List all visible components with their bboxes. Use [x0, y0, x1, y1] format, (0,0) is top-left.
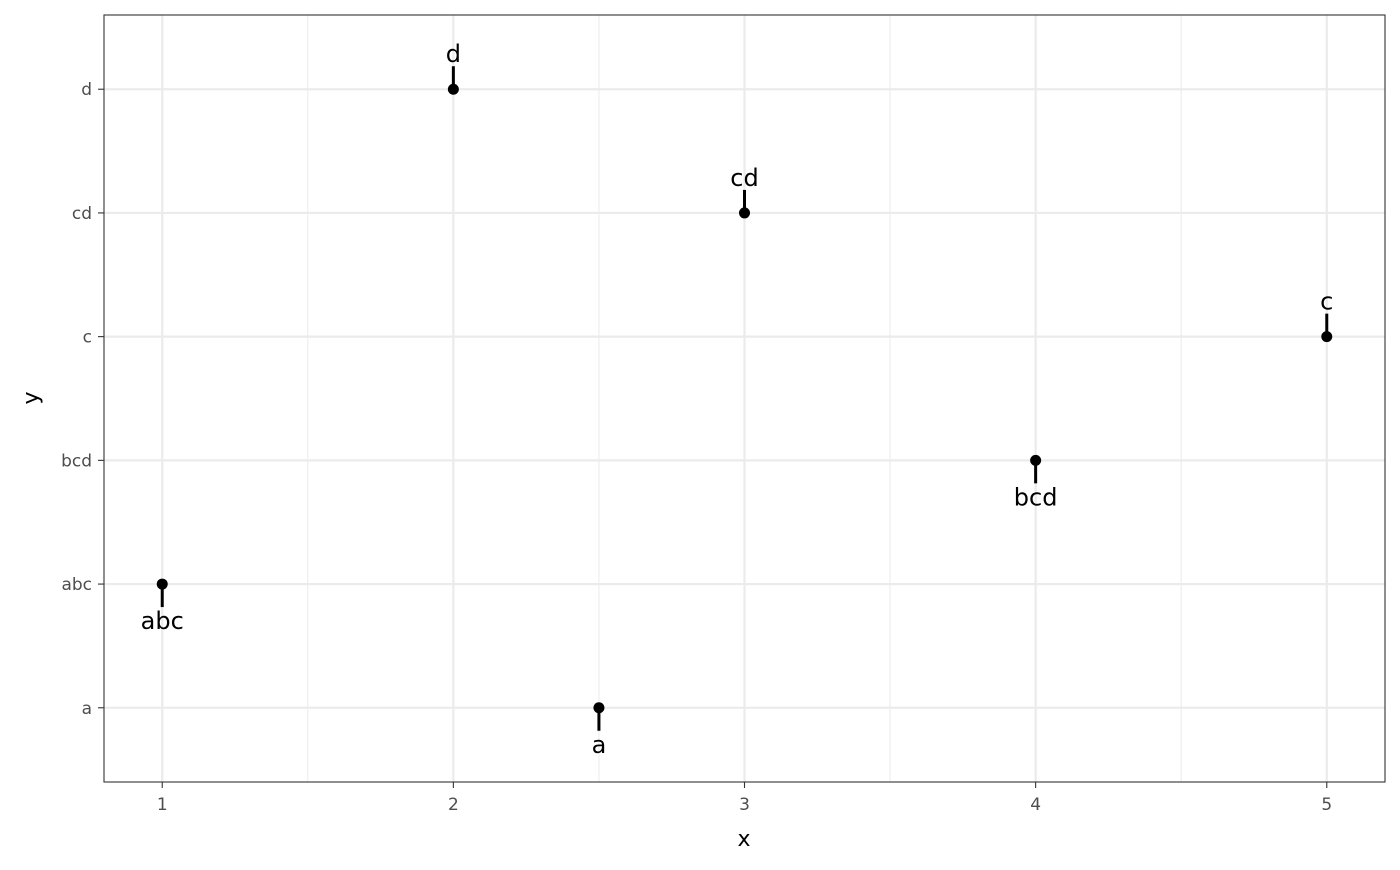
x-tick-label: 5: [1321, 795, 1332, 815]
data-label: cd: [730, 164, 758, 192]
data-label: c: [1320, 288, 1333, 316]
data-point: [593, 702, 605, 714]
x-tick-label: 1: [157, 795, 168, 815]
y-tick-label: bcd: [61, 451, 92, 471]
y-tick-label: cd: [72, 204, 92, 224]
x-axis-label: x: [737, 827, 750, 852]
data-label: d: [446, 40, 461, 68]
y-tick-label: abc: [61, 575, 92, 595]
y-tick-label: d: [81, 80, 92, 100]
data-label: a: [592, 731, 607, 759]
x-tick-label: 2: [448, 795, 459, 815]
y-tick-label: a: [82, 699, 92, 719]
data-point: [447, 83, 459, 95]
data-points: abc d a cd bcd c: [141, 40, 1334, 759]
data-point: [156, 578, 168, 590]
data-point: [739, 207, 750, 219]
x-tick-label: 3: [739, 795, 750, 815]
y-tick-label: c: [83, 328, 92, 348]
x-tick-label: 4: [1030, 795, 1041, 815]
y-axis-label: y: [19, 391, 44, 404]
axes: 1 2 3 4 5 a abc bcd c cd d: [61, 80, 1332, 815]
data-label: bcd: [1014, 483, 1058, 511]
data-point: [1321, 331, 1333, 343]
data-point: [1030, 454, 1042, 466]
grid: [104, 15, 1385, 782]
data-label: abc: [141, 607, 184, 635]
